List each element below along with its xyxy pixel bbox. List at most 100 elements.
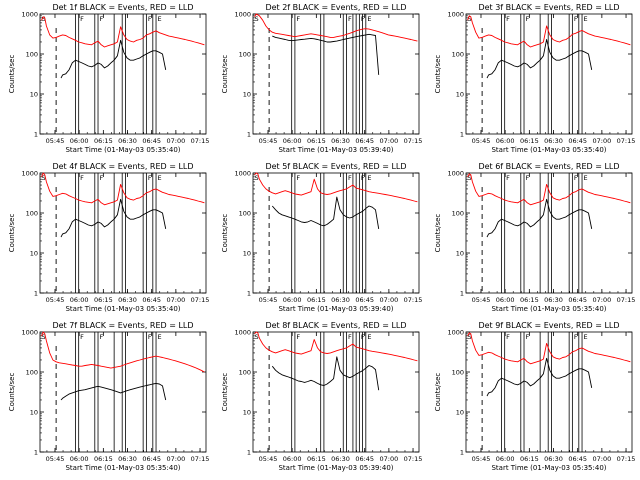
flag-label: F [296,333,300,341]
y-tick-label: 10 [30,409,38,417]
flag-label: F [361,15,365,23]
x-tick-label: 06:45 [142,137,161,145]
x-tick-label: 05:45 [46,137,65,145]
x-tick-label: 07:00 [592,455,611,463]
x-tick-label: 06:00 [496,137,515,145]
x-tick-label: 07:00 [379,137,398,145]
flag-label: F [526,333,530,341]
flag-label: F [80,174,84,182]
lld-series-line [467,173,631,206]
x-tick-label: 07:15 [404,455,423,463]
plot-frame [465,172,633,294]
x-tick-label: 05:45 [259,455,278,463]
y-tick-label: 100 [452,51,464,59]
x-tick-label: 06:15 [307,455,326,463]
flag-label: F [148,333,152,341]
events-series-line [60,198,167,238]
y-axis-label: Counts/sec [8,373,16,412]
panel-det-5: Det 5f BLACK = Events, RED = LLD 1 10 100 10… [221,162,422,313]
flag-label: E [367,333,371,341]
flag-label: F [574,174,578,182]
flag-label: S [42,333,46,341]
flag-label: F [100,174,104,182]
x-tick-label: 06:00 [496,296,515,304]
x-tick-label: 07:15 [617,296,636,304]
y-tick-label: 10 [243,250,251,258]
events-series-line [271,196,380,229]
x-tick-label: 06:45 [568,137,587,145]
flag-label: S [255,333,259,341]
x-tick-label: 06:30 [331,455,350,463]
panel-title: Det 3f BLACK = Events, RED = LLD [478,3,619,12]
panel-title: Det 7f BLACK = Events, RED = LLD [52,321,193,330]
y-tick-label: 1000 [21,170,38,178]
flag-label: F [296,174,300,182]
y-tick-label: 1 [460,290,464,298]
y-axis-label: Counts/sec [8,214,16,253]
y-tick-label: 10 [456,91,464,99]
x-axis-label: Start Time (01-May-03 05:35:40) [65,146,180,154]
x-axis-label: Start Time (01-May-03 05:35:40) [491,464,606,472]
x-tick-label: 06:45 [355,137,374,145]
flag-label: F [506,15,510,23]
x-tick-label: 07:15 [191,137,210,145]
x-tick-label: 07:15 [404,296,423,304]
y-tick-label: 10 [243,409,251,417]
x-tick-label: 06:45 [568,455,587,463]
y-tick-label: 100 [452,369,464,377]
x-tick-label: 06:30 [118,137,137,145]
lld-series-line [41,331,205,373]
y-axis-label: Counts/sec [8,55,16,94]
plot-frame [39,172,207,294]
y-tick-label: 100 [239,210,251,218]
x-axis-label: Start Time (01-May-03 05:35:40) [491,305,606,313]
lld-series-line [254,13,418,42]
y-axis-label: Counts/sec [221,214,229,253]
x-tick-label: 06:15 [94,137,113,145]
x-tick-label: 06:30 [118,455,137,463]
plot-frame [39,13,207,135]
y-tick-label: 100 [239,51,251,59]
flag-label: E [367,174,371,182]
flag-label: F [574,333,578,341]
x-tick-label: 06:45 [142,455,161,463]
y-tick-label: 100 [452,210,464,218]
flag-label: E [367,15,371,23]
x-tick-label: 05:45 [259,137,278,145]
x-tick-label: 06:30 [544,296,563,304]
y-axis-label: Counts/sec [434,55,442,94]
x-tick-label: 06:00 [70,137,89,145]
flag-label: F [100,333,104,341]
x-tick-label: 06:30 [331,137,350,145]
y-axis-label: Counts/sec [221,373,229,412]
x-tick-label: 06:00 [70,296,89,304]
x-tick-label: 06:15 [94,455,113,463]
y-tick-label: 10 [30,91,38,99]
x-tick-label: 06:30 [118,296,137,304]
flag-label: F [80,333,84,341]
x-axis-label: Start Time (01-May-03 05:35:40) [491,146,606,154]
plot-frame [465,13,633,135]
plot-frame [465,331,633,453]
flag-label: E [584,15,588,23]
flag-label: E [158,15,162,23]
x-tick-label: 07:00 [379,455,398,463]
flag-label: S [468,15,472,23]
panel-det-4: Det 4f BLACK = Events, RED = LLD 1 10 100 10… [8,162,209,313]
y-tick-label: 1000 [447,329,464,337]
x-tick-label: 07:15 [404,137,423,145]
y-tick-label: 100 [26,51,38,59]
y-tick-label: 100 [239,369,251,377]
x-axis-label: Start Time (01-May-03 05:39:40) [278,464,393,472]
plot-frame [252,172,420,294]
y-tick-label: 1000 [447,11,464,19]
events-series-line [486,39,593,79]
y-tick-label: 10 [456,250,464,258]
events-series-line [271,356,380,391]
lld-series-line [41,16,205,48]
lld-series-line [41,172,205,206]
flag-label: F [296,15,300,23]
flag-label: F [80,15,84,23]
